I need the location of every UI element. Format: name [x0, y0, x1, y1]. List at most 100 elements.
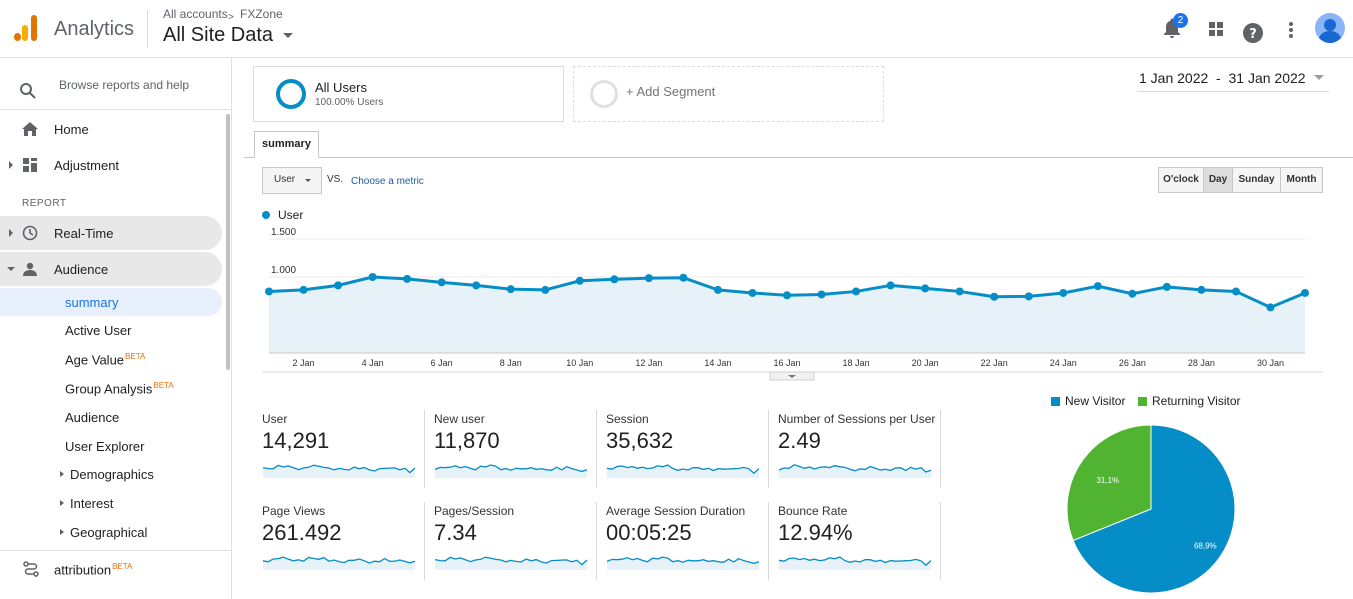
brand-title: Analytics: [54, 18, 135, 40]
data-point[interactable]: [541, 285, 550, 294]
more-options-button[interactable]: [1278, 16, 1304, 42]
metric-divider: [596, 410, 597, 488]
date-range-picker[interactable]: 1 Jan 2022 - 31 Jan 2022: [1137, 68, 1329, 92]
pie-slice-returning-visitor[interactable]: [1066, 424, 1152, 542]
data-point[interactable]: [265, 287, 273, 296]
top-bar: Analytics All accounts > FXZone All Site…: [0, 0, 1353, 58]
metric-sparkline: [606, 464, 760, 478]
data-point[interactable]: [783, 291, 791, 300]
data-point[interactable]: [644, 274, 653, 283]
data-point[interactable]: [299, 285, 308, 294]
sidebar-subitem-age-value[interactable]: Age ValueBETA: [0, 345, 222, 373]
sidebar-item-label: User Explorer: [65, 439, 145, 454]
choose-metric-link[interactable]: Choose a metric: [351, 176, 424, 187]
expand-arrow-icon: [60, 529, 64, 535]
granularity-oclock-button[interactable]: O'clock: [1158, 167, 1204, 193]
sidebar-subitem-interest[interactable]: Interest: [0, 489, 222, 517]
data-point[interactable]: [472, 281, 481, 290]
sparkline-line: [606, 556, 760, 565]
notifications-button[interactable]: 2: [1159, 13, 1188, 42]
data-point[interactable]: [368, 273, 377, 281]
metric-card[interactable]: Average Session Duration 00:05:25: [606, 504, 766, 582]
data-point[interactable]: [990, 292, 999, 301]
property-selector[interactable]: All Site Data: [163, 24, 293, 47]
sidebar-item-label: Active User: [65, 323, 132, 338]
data-point[interactable]: [817, 290, 826, 299]
sidebar-item-label: summary: [65, 295, 119, 310]
data-point[interactable]: [921, 284, 930, 293]
sidebar-subitem-user-explorer[interactable]: User Explorer: [0, 432, 222, 460]
data-point[interactable]: [955, 287, 964, 296]
breadcrumb-separator-icon: >: [228, 12, 234, 23]
metric-label: Number of Sessions per User: [778, 412, 936, 426]
apps-button[interactable]: [1203, 16, 1229, 42]
sidebar-item-adjustment[interactable]: Adjustment: [0, 148, 222, 182]
data-point[interactable]: [679, 273, 688, 282]
sidebar-subitem-group-analysis[interactable]: Group AnalysisBETA: [0, 374, 222, 402]
metric-select[interactable]: User: [262, 167, 322, 194]
metric-divider: [424, 502, 425, 580]
help-button[interactable]: ?: [1242, 22, 1264, 44]
metric-card[interactable]: New user 11,870: [434, 412, 594, 490]
data-point[interactable]: [1059, 288, 1068, 297]
granularity-month-button[interactable]: Month: [1280, 167, 1323, 193]
pie-slice-label: 68,9%: [1194, 542, 1217, 551]
data-point[interactable]: [1093, 282, 1102, 291]
sidebar-item-realtime[interactable]: Real-Time: [0, 216, 222, 250]
data-point[interactable]: [403, 274, 412, 283]
metric-value: 12.94%: [778, 520, 853, 545]
data-point[interactable]: [1162, 282, 1171, 291]
x-tick-label: 22 Jan: [981, 358, 1008, 368]
header-divider: [147, 10, 148, 48]
data-point[interactable]: [1301, 288, 1309, 297]
metric-card[interactable]: Number of Sessions per User 2.49: [778, 412, 938, 490]
metric-card[interactable]: Page Views 261.492: [262, 504, 422, 582]
avatar[interactable]: [1315, 13, 1345, 43]
breadcrumb-account[interactable]: FXZone: [240, 7, 283, 21]
metric-divider: [768, 410, 769, 488]
sidebar-item-home[interactable]: Home: [0, 112, 222, 146]
analytics-logo[interactable]: [12, 14, 40, 42]
sidebar-item-attribution[interactable]: attributionBETA: [0, 552, 222, 586]
data-point[interactable]: [1197, 285, 1206, 294]
metric-value: 7.34: [434, 520, 477, 545]
sparkline-line: [262, 556, 416, 564]
data-point[interactable]: [1128, 289, 1137, 298]
data-point[interactable]: [1024, 292, 1033, 301]
data-point[interactable]: [610, 275, 619, 284]
data-point[interactable]: [852, 287, 861, 296]
data-point[interactable]: [506, 285, 515, 294]
metric-card[interactable]: Session 35,632: [606, 412, 766, 490]
data-point[interactable]: [1266, 303, 1275, 312]
data-point[interactable]: [713, 285, 722, 294]
add-segment-button[interactable]: + Add Segment: [573, 66, 884, 122]
sidebar-subitem-geographical[interactable]: Geographical: [0, 518, 222, 546]
metric-card[interactable]: Bounce Rate 12.94%: [778, 504, 938, 582]
sidebar-item-audience[interactable]: Audience: [0, 252, 222, 286]
granularity-day-button[interactable]: Day: [1203, 167, 1233, 193]
data-point[interactable]: [334, 281, 343, 290]
data-point[interactable]: [437, 278, 446, 287]
pie-slice-new-visitor[interactable]: [1072, 424, 1236, 594]
sidebar-subitem-demographics[interactable]: Demographics: [0, 460, 222, 488]
sidebar-subitem-active-user[interactable]: Active User: [0, 316, 222, 344]
breadcrumb-all-accounts[interactable]: All accounts: [163, 7, 228, 21]
caret-down-icon: [305, 179, 311, 182]
data-point[interactable]: [575, 276, 584, 285]
data-point[interactable]: [1231, 287, 1240, 296]
metric-card[interactable]: User 14,291: [262, 412, 422, 490]
granularity-week-button[interactable]: Sunday: [1232, 167, 1281, 193]
segment-all-users[interactable]: All Users 100.00% Users: [253, 66, 564, 122]
x-tick-label: 2 Jan: [293, 358, 315, 368]
metric-card[interactable]: Pages/Session 7.34: [434, 504, 594, 582]
data-point[interactable]: [886, 281, 895, 290]
data-point[interactable]: [748, 288, 757, 297]
sidebar-subitem-summary[interactable]: summary: [0, 288, 222, 316]
tab-summary[interactable]: summary: [254, 131, 319, 158]
sidebar-subitem-audience[interactable]: Audience: [0, 403, 222, 431]
sidebar-scrollbar[interactable]: [226, 114, 230, 370]
sidebar-item-label: Interest: [70, 496, 114, 511]
sidebar-item-label: Audience: [65, 410, 120, 425]
sidebar-search[interactable]: Browse reports and help: [0, 58, 231, 110]
